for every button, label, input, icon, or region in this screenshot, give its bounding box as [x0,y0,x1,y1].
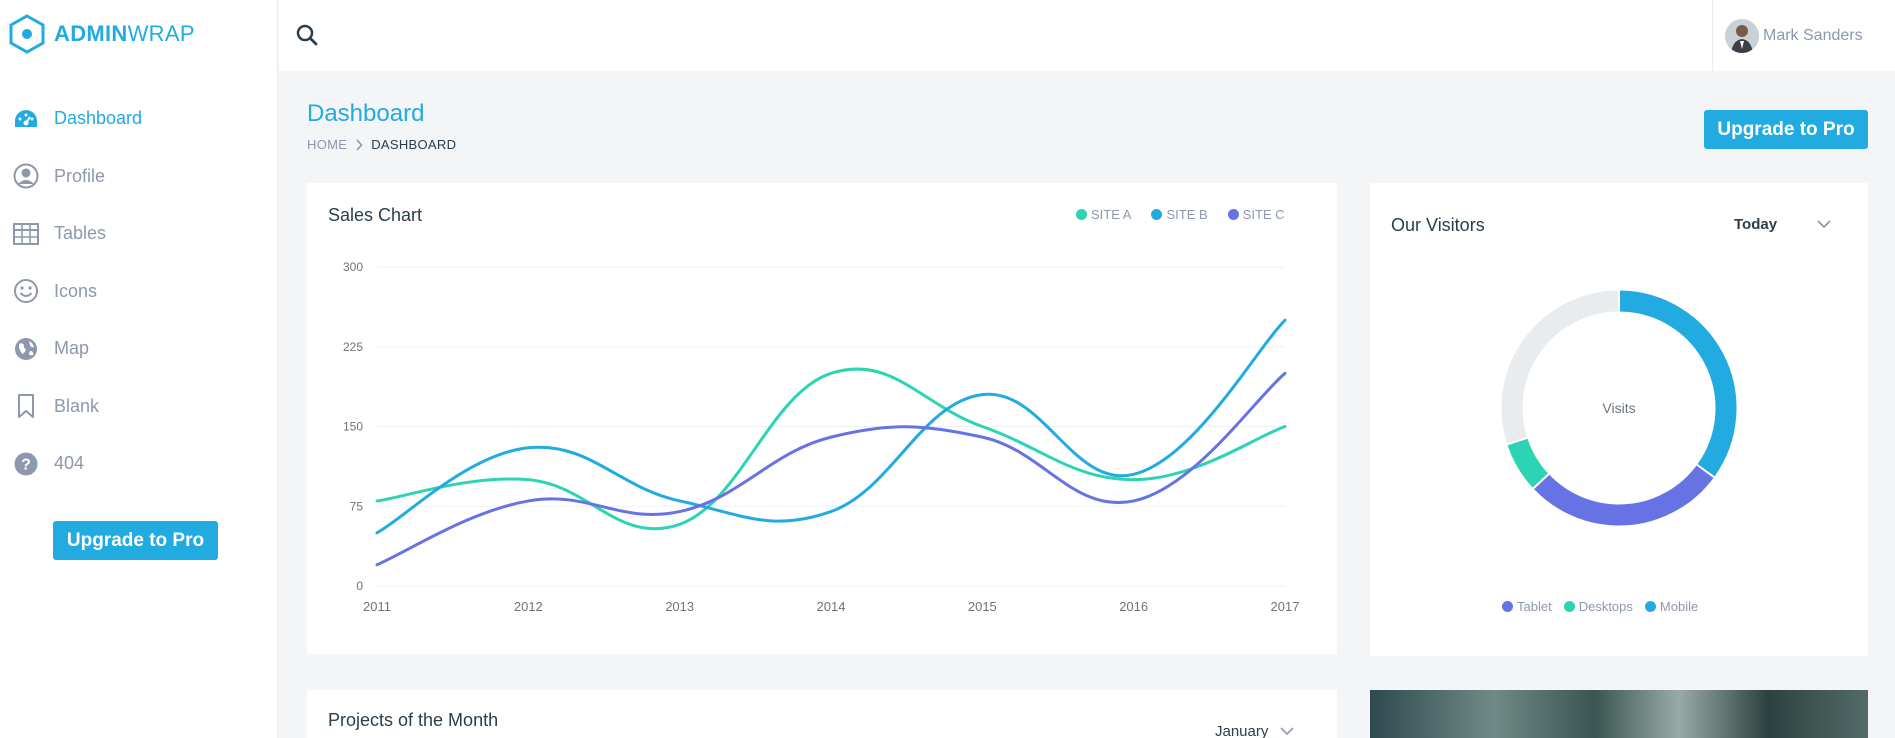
globe-icon [12,335,40,363]
x-tick-label: 2012 [514,599,543,614]
donut-slice-desktops [1507,437,1549,489]
legend-item-mobile: Mobile [1644,599,1699,614]
sidebar-upgrade-button[interactable]: Upgrade to Pro [53,521,218,560]
smiley-icon [12,277,40,305]
page-title: Dashboard [307,100,425,127]
legend-dot [1076,209,1087,220]
legend-label: SITE C [1242,207,1285,222]
photo-card-image [1370,690,1868,738]
sidebar-item-blank[interactable]: Blank [0,378,278,436]
x-tick-label: 2013 [665,599,694,614]
sales-chart-legend: SITE A SITE B SITE C [1076,207,1285,222]
avatar [1725,18,1759,53]
table-icon [12,220,40,248]
hexagon-logo-icon [9,14,45,54]
series-line-site-a [375,367,1287,531]
x-tick-label: 2016 [1119,599,1148,614]
sidebar-item-map[interactable]: Map [0,320,278,378]
sidebar-item-label: Profile [54,165,106,186]
sidebar-item-label: Tables [54,223,107,244]
bookmark-icon [12,392,40,420]
legend-dot [1502,601,1513,612]
legend-label: SITE B [1166,207,1208,222]
user-menu[interactable]: Mark Sanders [1712,0,1895,71]
help-icon: ? [12,450,40,478]
donut-separator [1695,463,1716,479]
sidebar-item-tables[interactable]: Tables [0,205,278,263]
sidebar-item-dashboard[interactable]: Dashboard [0,90,278,148]
series-line-site-b [375,318,1287,535]
legend-item-site-b: SITE B [1151,207,1208,222]
legend-item-site-a: SITE A [1076,207,1131,222]
breadcrumb-current: DASHBOARD [371,137,457,152]
sales-line-chart: 0 75 150 225 300 2011 2012 2013 2014 2015 2016 2017 [343,260,1300,614]
sidebar-item-label: 404 [54,453,85,474]
breadcrumb: HOME DASHBOARD [307,137,456,152]
legend-item-site-c: SITE C [1227,207,1285,222]
sidebar-item-label: Map [54,338,90,359]
legend-label: Tablet [1517,599,1552,614]
y-tick-label: 150 [343,420,363,434]
y-tick-label: 300 [343,260,363,274]
sales-chart-card: Sales Chart SITE A SITE B SITE C 0 75 150 2… [307,183,1337,654]
legend-item-desktops: Desktops [1563,599,1633,614]
chevron-down-icon [1280,727,1294,736]
sidebar-nav: Dashboard Profile Tables Icons Map [0,90,278,493]
visitors-donut-chart: Visits [1501,289,1737,526]
user-circle-icon [12,162,40,190]
speedometer-icon [12,105,40,133]
user-name: Mark Sanders [1763,26,1863,44]
legend-item-tablet: Tablet [1502,599,1552,614]
donut-slice-tablet [1533,464,1715,526]
x-tick-label: 2015 [968,599,997,614]
topbar: Mark Sanders [279,0,1895,71]
legend-dot [1563,601,1575,612]
header-upgrade-button[interactable]: Upgrade to Pro [1704,110,1868,149]
projects-title: Projects of the Month [328,710,499,730]
brand-name: ADMINWRAP [54,21,195,46]
projects-card: Projects of the Month January [307,690,1337,738]
visitors-period-value: Today [1734,216,1778,233]
sidebar-item-404[interactable]: ? 404 [0,435,278,493]
visitors-legend: Tablet Desktops Mobile [1502,599,1698,614]
donut-separator [1505,436,1529,446]
y-tick-label: 75 [350,499,364,513]
visitors-card: Our Visitors Today Visits Tablet Desktop… [1370,183,1868,656]
donut-slice-other [1501,290,1620,445]
x-tick-label: 2011 [363,599,391,614]
y-tick-label: 0 [356,579,363,593]
projects-month-value: January [1215,723,1269,738]
search-icon [296,24,318,46]
sales-chart-title: Sales Chart [328,205,423,225]
projects-month-select[interactable]: January [1215,723,1294,738]
donut-separator [1531,472,1551,490]
search-button[interactable] [293,21,321,49]
y-tick-label: 225 [343,340,363,354]
legend-dot [1151,209,1163,220]
sidebar: ADMINWRAP Dashboard Profile Tables Icons [0,0,278,738]
donut-slice-mobile [1618,290,1737,478]
x-tick-label: 2014 [817,599,846,614]
legend-label: SITE A [1091,207,1132,222]
brand-logo[interactable]: ADMINWRAP [8,14,195,54]
sidebar-item-label: Icons [54,280,98,301]
sidebar-item-label: Dashboard [54,108,143,129]
legend-label: Desktops [1578,599,1633,614]
sidebar-item-label: Blank [54,395,100,416]
sidebar-item-profile[interactable]: Profile [0,148,278,206]
visitors-title: Our Visitors [1391,215,1485,235]
chevron-down-icon [1817,220,1831,229]
donut-center-label: Visits [1602,400,1635,416]
chevron-right-icon [355,138,363,151]
legend-label: Mobile [1659,599,1699,614]
visitors-period-select[interactable]: Today [1734,216,1831,233]
x-tick-label: 2017 [1271,599,1300,614]
svg-text:?: ? [21,456,31,473]
sidebar-item-icons[interactable]: Icons [0,263,278,321]
legend-dot [1644,601,1656,612]
legend-dot [1227,209,1239,220]
series-line-site-c [375,371,1287,567]
breadcrumb-home[interactable]: HOME [307,137,348,152]
